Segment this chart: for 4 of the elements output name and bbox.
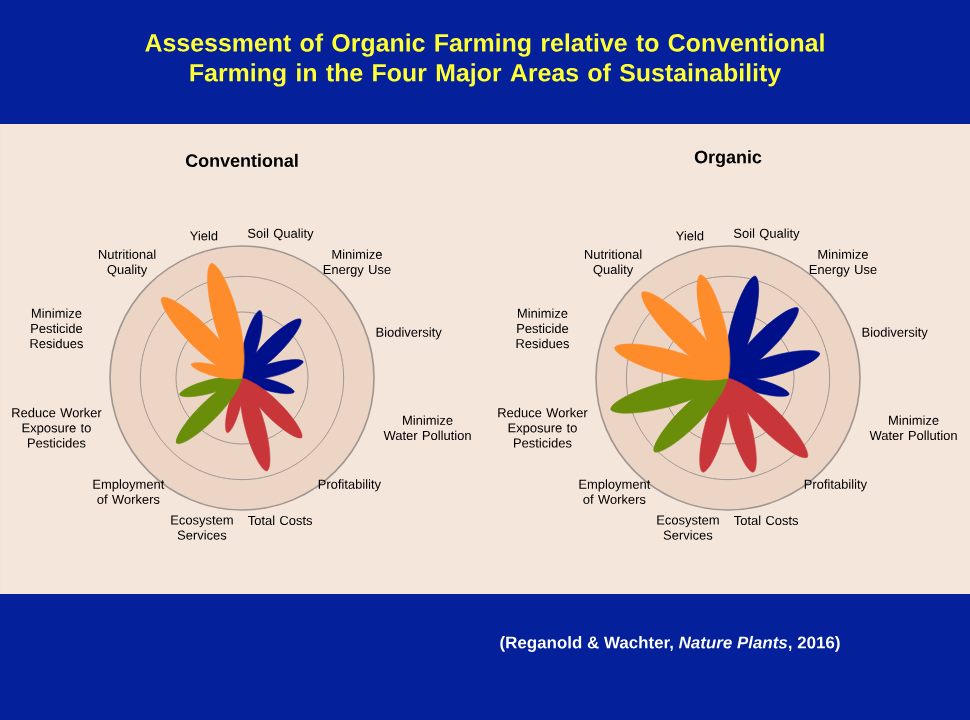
text: (Reganold & Wachter, Nature Plants, 2016)	[500, 636, 840, 652]
chart-title: Conventional	[185, 153, 298, 168]
text: Assessment of Organic Farming relative to Conventional Farming in the Four Major Areas of Sustainability	[145, 33, 824, 87]
chart-title: Organic	[694, 150, 762, 168]
